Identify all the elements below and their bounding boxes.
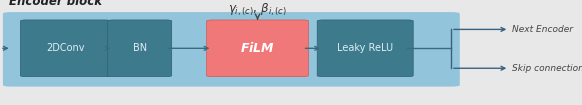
- FancyBboxPatch shape: [3, 12, 460, 87]
- FancyBboxPatch shape: [108, 20, 172, 77]
- Text: BN: BN: [133, 43, 147, 53]
- Text: 2DConv: 2DConv: [46, 43, 85, 53]
- Text: Skip connection: Skip connection: [512, 64, 582, 73]
- Text: Next Encoder: Next Encoder: [512, 25, 573, 34]
- Text: Encoder block: Encoder block: [9, 0, 102, 8]
- Text: $\bfit{FiLM}$: $\bfit{FiLM}$: [240, 41, 275, 55]
- Text: $\gamma_{i,(c)},\, \beta_{i,(c)}$: $\gamma_{i,(c)},\, \beta_{i,(c)}$: [228, 2, 287, 18]
- Text: Leaky ReLU: Leaky ReLU: [337, 43, 393, 53]
- FancyBboxPatch shape: [207, 20, 308, 77]
- FancyBboxPatch shape: [317, 20, 413, 77]
- FancyBboxPatch shape: [20, 20, 111, 77]
